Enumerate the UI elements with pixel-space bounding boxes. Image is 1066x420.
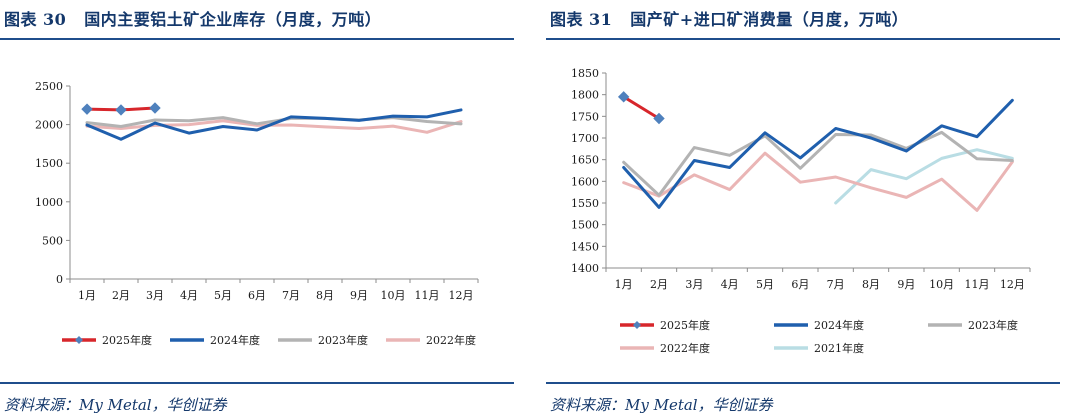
x-tick-label: 7月 [827, 278, 845, 291]
series-point-2025年度 [653, 112, 665, 125]
series-point-2025年度 [81, 103, 93, 115]
legend-label: 2022年度 [426, 333, 476, 347]
series-line-2023年度 [622, 130, 1014, 197]
x-tick-label: 10月 [929, 278, 954, 291]
legend-label: 2024年度 [210, 333, 260, 347]
x-tick-label: 10月 [381, 289, 406, 302]
series-line-2021年度 [834, 148, 1014, 205]
series-line-2023年度 [85, 116, 463, 129]
y-tick-label: 500 [42, 234, 63, 247]
x-tick-label: 2月 [650, 278, 668, 291]
x-tick-label: 5月 [214, 289, 232, 302]
x-tick-label: 7月 [282, 289, 300, 302]
figure-label: 图表 [550, 10, 584, 29]
legend-marker [633, 321, 641, 329]
y-tick-label: 2500 [35, 80, 63, 93]
x-tick-label: 6月 [248, 289, 266, 302]
legend-label: 2024年度 [814, 318, 864, 332]
series-line-2024年度 [622, 98, 1014, 209]
y-tick-label: 0 [56, 273, 63, 286]
legend-item: 2025年度 [62, 333, 152, 347]
y-tick-label: 1450 [571, 240, 599, 253]
legend-item: 2021年度 [774, 341, 864, 355]
legend-item: 2025年度 [620, 318, 710, 332]
x-tick-label: 11月 [415, 289, 440, 302]
x-tick-label: 1月 [615, 278, 633, 291]
x-tick-label: 3月 [685, 278, 703, 291]
source-rule [0, 382, 514, 384]
legend-item: 2022年度 [620, 341, 710, 355]
y-tick-label: 1400 [571, 262, 599, 275]
y-tick-label: 1800 [571, 89, 599, 102]
legend-marker [75, 336, 83, 344]
x-tick-label: 1月 [78, 289, 96, 302]
series-line-2024年度 [85, 108, 463, 141]
source-note: 资料来源：My Metal，华创证券 [4, 396, 227, 414]
source-note: 资料来源：My Metal，华创证券 [550, 396, 773, 414]
legend-label: 2022年度 [660, 341, 710, 355]
panel-bauxite-consumption: 图表 31 国产矿+进口矿消费量（月度，万吨） 1400 1450 1500 1550 16… [546, 0, 1066, 420]
y-tick-label: 2000 [35, 119, 63, 132]
x-tick-label: 12月 [449, 289, 474, 302]
x-tick-label: 5月 [756, 278, 774, 291]
y-tick-label: 1000 [35, 196, 63, 209]
x-tick-label: 2月 [112, 289, 130, 302]
figure-title: 图表 31 国产矿+进口矿消费量（月度，万吨） [550, 6, 908, 30]
y-tick-label: 1700 [571, 132, 599, 145]
legend-item: 2023年度 [278, 333, 368, 347]
figure-label: 图表 [4, 10, 38, 29]
y-tick-label: 1500 [571, 219, 599, 232]
figure-number: 31 [589, 10, 613, 29]
inventory-line-chart: 0 500 1000 1500 2000 2500 1月 2月 3月 4月 5月 6月 7月 8月 9月 10… [35, 80, 479, 347]
x-tick-label: 6月 [791, 278, 809, 291]
y-tick-label: 1850 [571, 67, 599, 80]
y-tick-label: 1750 [571, 110, 599, 123]
panel-bauxite-inventory: 图表 30 国内主要铝土矿企业库存（月度，万吨） 0 500 1000 1500 2000 2… [0, 0, 520, 420]
legend-label: 2025年度 [660, 318, 710, 332]
legend-item: 2023年度 [928, 318, 1018, 332]
figure-number: 30 [43, 10, 67, 29]
legend-item: 2024年度 [774, 318, 864, 332]
x-tick-label: 9月 [897, 278, 915, 291]
series-point-2025年度 [115, 104, 127, 116]
figure-title-text: 国内主要铝土矿企业库存（月度，万吨） [84, 10, 382, 29]
x-tick-label: 3月 [146, 289, 164, 302]
legend-label: 2021年度 [814, 341, 864, 355]
x-tick-label: 8月 [862, 278, 880, 291]
consumption-line-chart: 1400 1450 1500 1550 1600 1650 1700 1750 1800 1850… [571, 67, 1031, 355]
series-point-2025年度 [149, 102, 161, 114]
series-line-2025年度 [622, 95, 661, 120]
y-tick-label: 1650 [571, 154, 599, 167]
x-tick-label: 4月 [180, 289, 198, 302]
title-rule [0, 38, 514, 40]
title-rule [546, 38, 1060, 40]
y-tick-label: 1600 [571, 175, 599, 188]
series-point-2025年度 [617, 91, 630, 103]
figure-title-text: 国产矿+进口矿消费量（月度，万吨） [630, 10, 909, 29]
x-tick-label: 4月 [721, 278, 739, 291]
x-tick-label: 9月 [350, 289, 368, 302]
x-tick-label: 8月 [316, 289, 334, 302]
y-tick-label: 1550 [571, 197, 599, 210]
legend-label: 2023年度 [318, 333, 368, 347]
legend-label: 2025年度 [102, 333, 152, 347]
legend-item: 2022年度 [386, 333, 476, 347]
legend-label: 2023年度 [968, 318, 1018, 332]
y-tick-label: 1500 [35, 157, 63, 170]
source-rule [546, 382, 1060, 384]
figure-title: 图表 30 国内主要铝土矿企业库存（月度，万吨） [4, 6, 381, 30]
legend-item: 2024年度 [170, 333, 260, 347]
x-tick-label: 12月 [1000, 278, 1025, 291]
series-line-2022年度 [622, 151, 1014, 212]
x-tick-label: 11月 [965, 278, 990, 291]
